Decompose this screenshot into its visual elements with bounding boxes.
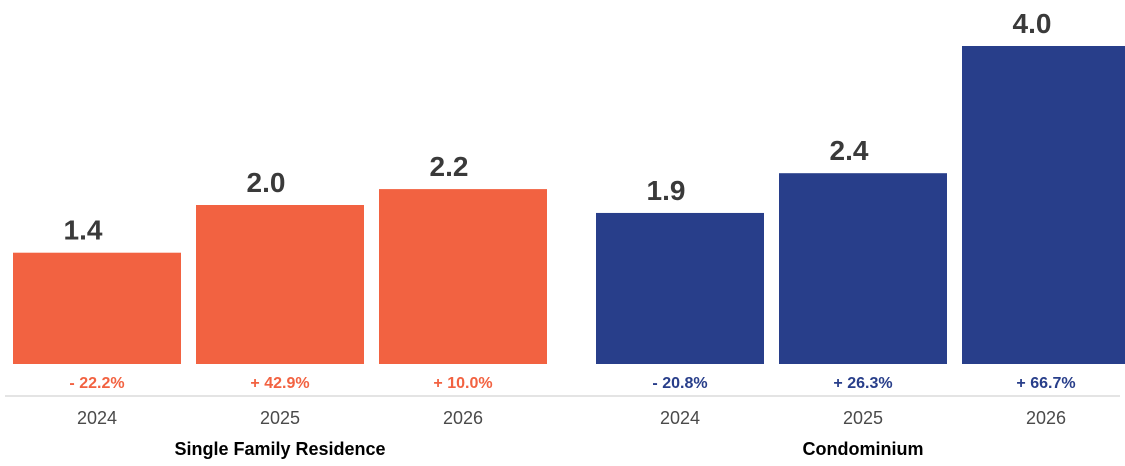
x-tick-label: 2024 (77, 408, 117, 428)
value-label: 2.4 (830, 135, 869, 166)
bar-2025 (196, 205, 364, 364)
value-label: 2.0 (247, 167, 286, 198)
group-label: Single Family Residence (174, 439, 385, 459)
bar-2026 (379, 189, 547, 364)
bar-2026 (962, 46, 1125, 364)
change-label: + 42.9% (250, 375, 309, 392)
bar-2024 (13, 252, 181, 364)
x-tick-label: 2026 (443, 408, 483, 428)
group-single-family: 1.4 - 22.2% 2024 2.0 + 42.9% 2025 2.2 + 10.0% 20… (13, 151, 547, 459)
change-label: + 10.0% (433, 375, 492, 392)
group-condominium: 1.9 - 20.8% 2024 2.4 + 26.3% 2025 4.0 + 66.7% 20… (596, 8, 1125, 459)
change-label: - 20.8% (652, 375, 707, 392)
x-tick-label: 2025 (260, 408, 300, 428)
value-label: 1.4 (64, 215, 103, 246)
change-label: + 26.3% (833, 375, 892, 392)
value-label: 2.2 (430, 151, 469, 182)
x-tick-label: 2025 (843, 408, 883, 428)
bar-2025 (779, 173, 947, 364)
x-tick-label: 2026 (1026, 408, 1066, 428)
x-tick-label: 2024 (660, 408, 700, 428)
group-label: Condominium (803, 439, 924, 459)
change-label: + 66.7% (1016, 375, 1075, 392)
value-label: 4.0 (1013, 8, 1052, 39)
value-label: 1.9 (647, 175, 686, 206)
bar-2024 (596, 212, 764, 364)
change-label: - 22.2% (69, 375, 124, 392)
